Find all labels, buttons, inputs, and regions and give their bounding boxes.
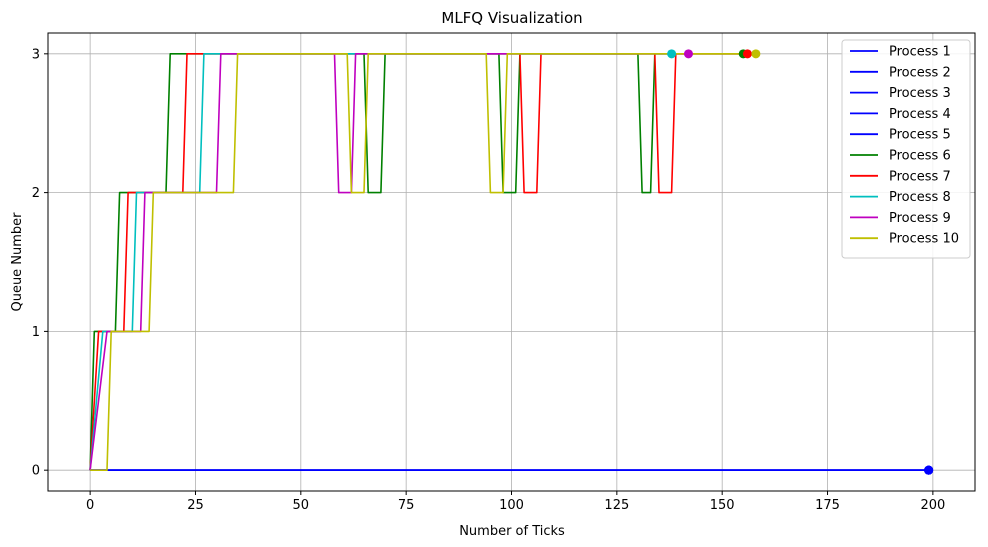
legend-label: Process 6 <box>889 149 951 164</box>
series-line-process-9 <box>89 53 689 471</box>
legend: Process 1 Process 2 Process 3 Process 4 Proc… <box>841 39 971 259</box>
grid-lines <box>48 33 975 491</box>
end-marker-process-5 <box>924 465 934 475</box>
x-tick-label: 200 <box>920 498 945 513</box>
legend-label: Process 3 <box>889 86 951 101</box>
series-line-process-7 <box>89 53 748 471</box>
x-tick-label: 125 <box>604 498 629 513</box>
x-tick-label: 100 <box>499 498 524 513</box>
legend-label: Process 2 <box>889 65 951 80</box>
y-axis-title: Queue Number <box>10 212 25 312</box>
legend-label: Process 9 <box>889 211 951 226</box>
legend-label: Process 7 <box>889 169 951 184</box>
y-tick-label: 0 <box>32 464 40 479</box>
axis-ticks: 0 25 50 75 100 125 150 175 200 0 1 2 3 <box>32 47 946 513</box>
end-marker-process-9 <box>683 49 693 59</box>
y-tick-label: 1 <box>32 325 40 340</box>
legend-label: Process 5 <box>889 128 951 143</box>
x-tick-label: 175 <box>815 498 840 513</box>
legend-label: Process 8 <box>889 190 951 205</box>
legend-box <box>841 39 971 259</box>
x-tick-label: 50 <box>293 498 310 513</box>
chart-title: MLFQ Visualization <box>441 9 582 27</box>
y-tick-label: 2 <box>32 186 40 201</box>
x-tick-label: 150 <box>710 498 735 513</box>
legend-label: Process 4 <box>889 107 951 122</box>
end-markers <box>667 49 934 475</box>
legend-label: Process 1 <box>889 45 951 60</box>
end-marker-process-10 <box>751 49 761 59</box>
y-tick-label: 3 <box>32 47 40 62</box>
series-line-process-10 <box>90 53 756 471</box>
end-marker-process-8 <box>667 49 677 59</box>
series-line-process-8 <box>89 53 672 471</box>
x-axis-title: Number of Ticks <box>459 524 565 539</box>
end-marker-process-7 <box>742 49 752 59</box>
x-tick-label: 0 <box>86 498 94 513</box>
legend-label: Process 10 <box>889 232 959 247</box>
x-tick-label: 75 <box>398 498 415 513</box>
series-line-process-6 <box>89 53 744 471</box>
series-layer <box>89 53 929 471</box>
x-tick-label: 25 <box>187 498 204 513</box>
